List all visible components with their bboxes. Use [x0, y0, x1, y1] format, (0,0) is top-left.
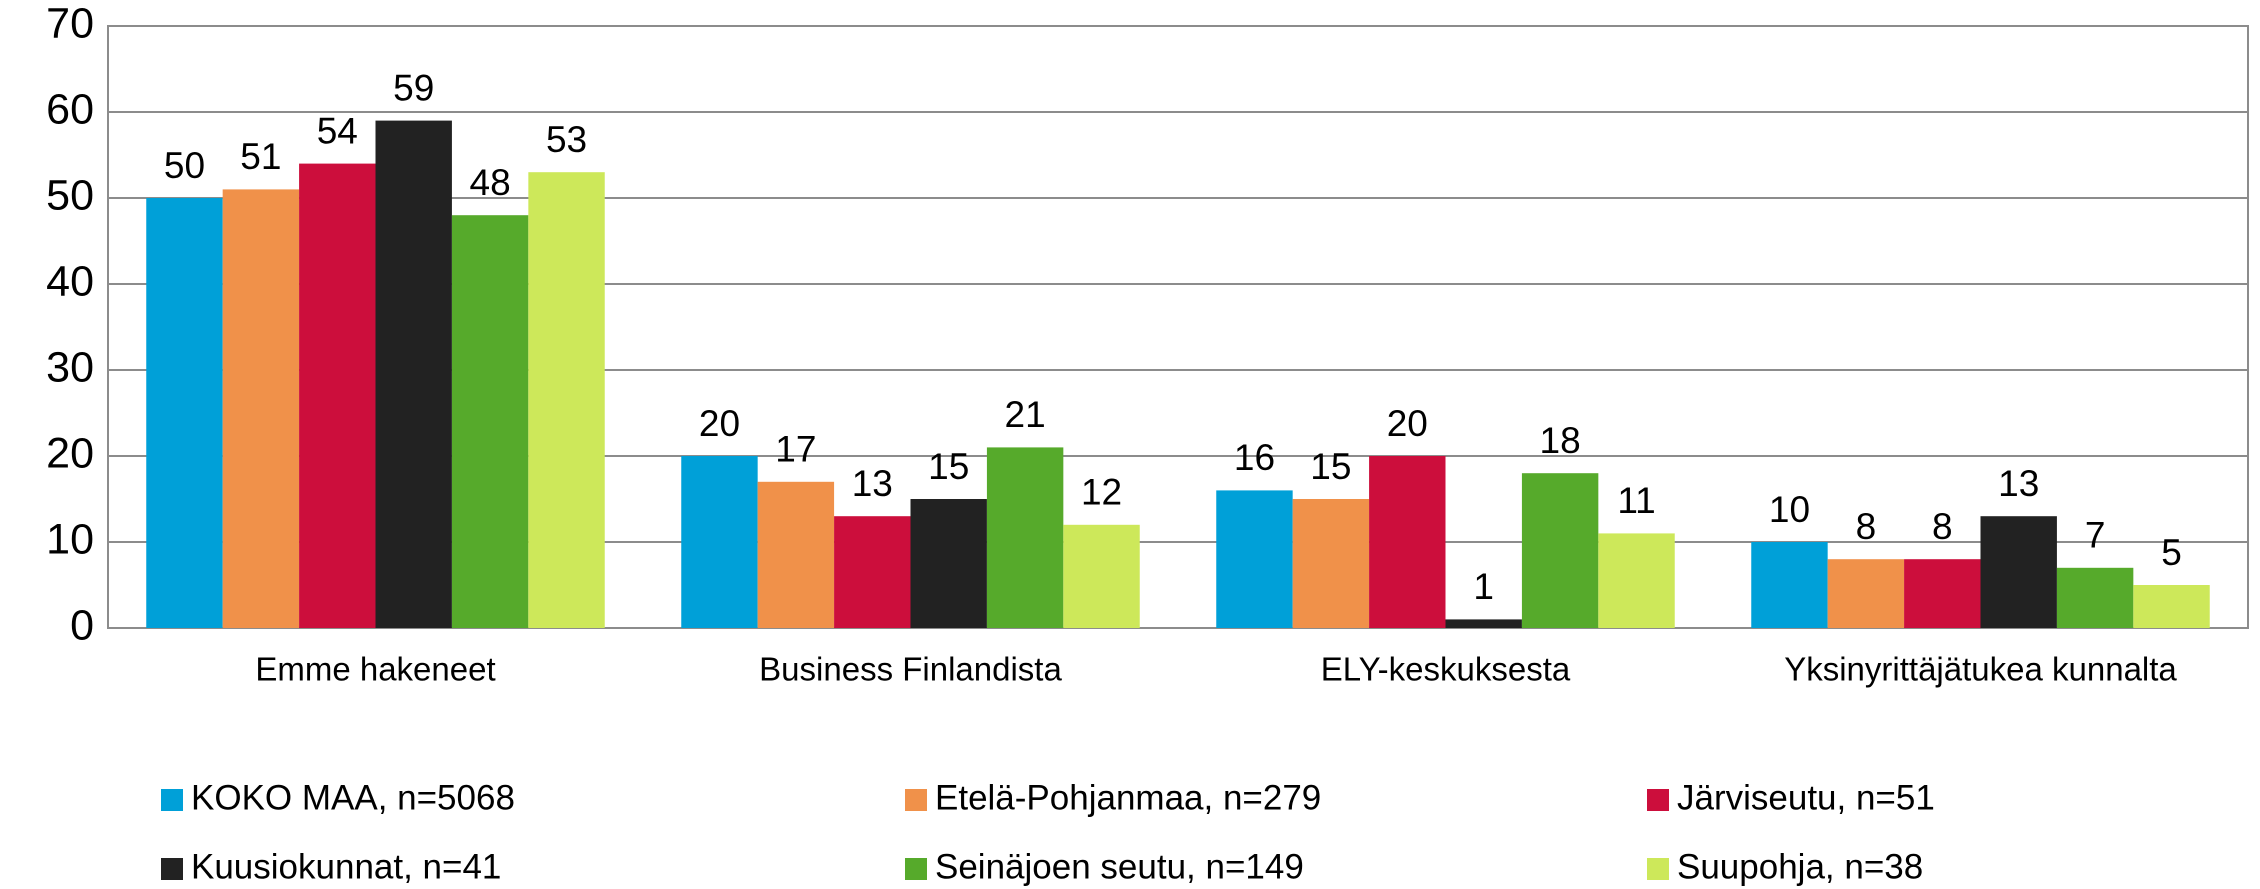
bar	[1751, 542, 1828, 628]
value-label: 20	[1387, 403, 1428, 444]
value-label: 48	[470, 162, 511, 203]
legend-label: Järviseutu, n=51	[1677, 778, 1935, 817]
value-label: 50	[164, 145, 205, 186]
value-label: 16	[1234, 437, 1275, 478]
bar	[375, 120, 452, 628]
legend-swatch	[1647, 789, 1669, 811]
value-label: 12	[1081, 472, 1122, 513]
value-label: 13	[1998, 463, 2039, 504]
y-tick-label: 70	[46, 0, 94, 47]
bar	[834, 516, 911, 628]
value-label: 5	[2161, 532, 2182, 573]
bar	[1598, 533, 1675, 628]
y-tick-label: 40	[46, 257, 94, 305]
value-label: 10	[1769, 489, 1810, 530]
value-label: 17	[775, 429, 816, 470]
value-label: 15	[1310, 446, 1351, 487]
bar	[1369, 456, 1446, 628]
bar	[1904, 559, 1981, 628]
legend-swatch	[161, 858, 183, 880]
y-tick-label: 20	[46, 429, 94, 477]
value-label: 54	[317, 110, 358, 151]
legend-label: Seinäjoen seutu, n=149	[935, 847, 1304, 886]
y-tick-label: 30	[46, 343, 94, 391]
x-tick-label: Yksinyrittäjätukea kunnalta	[1784, 651, 2177, 688]
bar	[1216, 490, 1293, 628]
y-tick-label: 60	[46, 85, 94, 133]
bar	[299, 163, 376, 628]
value-label: 8	[1932, 506, 1953, 547]
bar	[681, 456, 758, 628]
bar	[1521, 473, 1599, 628]
value-label: 21	[1005, 394, 1046, 435]
value-label: 1	[1473, 566, 1494, 607]
x-tick-label: Business Finlandista	[759, 651, 1062, 688]
y-tick-label: 0	[70, 601, 94, 649]
value-label: 7	[2085, 515, 2106, 556]
bar	[146, 198, 223, 628]
value-label: 18	[1540, 420, 1581, 461]
bar	[910, 499, 987, 628]
x-tick-label: Emme hakeneet	[255, 651, 495, 688]
bar	[1827, 559, 1905, 628]
bar	[1063, 524, 1140, 628]
value-label: 59	[393, 67, 434, 108]
value-label: 15	[928, 446, 969, 487]
bar	[986, 447, 1064, 628]
value-label: 53	[546, 119, 587, 160]
bar	[2133, 585, 2210, 628]
legend-swatch	[905, 858, 927, 880]
value-label: 13	[852, 463, 893, 504]
legend-swatch	[905, 789, 927, 811]
value-label: 8	[1856, 506, 1877, 547]
bar	[528, 172, 605, 628]
y-tick-label: 10	[46, 515, 94, 563]
x-tick-label: ELY-keskuksesta	[1321, 651, 1571, 688]
plot-frame	[107, 25, 2249, 629]
value-label: 11	[1617, 480, 1655, 521]
value-label: 20	[699, 403, 740, 444]
y-tick-label: 50	[46, 171, 94, 219]
bar	[1445, 619, 1522, 628]
bar	[757, 481, 835, 628]
bar	[2056, 567, 2134, 628]
legend-swatch	[161, 789, 183, 811]
legend-label: Etelä-Pohjanmaa, n=279	[935, 778, 1321, 817]
bar	[222, 189, 300, 628]
legend-label: Kuusiokunnat, n=41	[191, 847, 501, 886]
legend-label: KOKO MAA, n=5068	[191, 778, 515, 817]
legend-swatch	[1647, 858, 1669, 880]
bar	[1292, 499, 1370, 628]
bar	[1980, 516, 2057, 628]
bar	[451, 215, 529, 628]
legend-label: Suupohja, n=38	[1677, 847, 1923, 886]
value-label: 51	[240, 136, 281, 177]
